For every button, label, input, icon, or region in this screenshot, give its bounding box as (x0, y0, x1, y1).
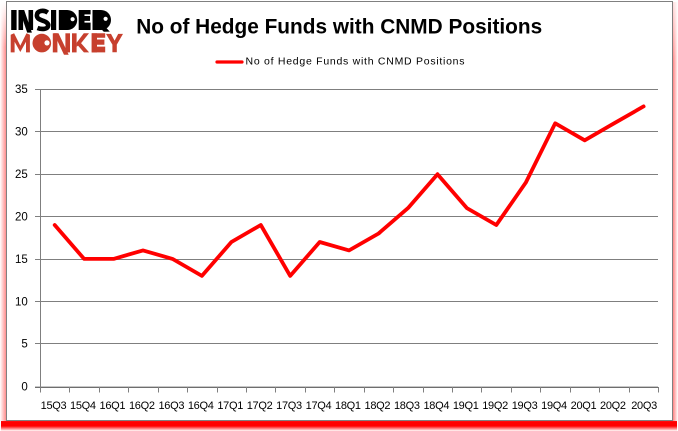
svg-text:20Q1: 20Q1 (571, 400, 597, 412)
svg-text:0: 0 (21, 382, 27, 394)
svg-text:18Q4: 18Q4 (423, 400, 449, 412)
svg-text:19Q1: 19Q1 (453, 400, 479, 412)
svg-text:35: 35 (15, 84, 28, 96)
svg-text:30: 30 (15, 126, 28, 138)
svg-text:5: 5 (21, 338, 27, 350)
svg-text:20Q3: 20Q3 (631, 400, 657, 412)
svg-text:17Q3: 17Q3 (276, 400, 302, 412)
svg-text:25: 25 (15, 169, 28, 181)
svg-text:18Q1: 18Q1 (335, 400, 361, 412)
svg-text:16Q1: 16Q1 (100, 400, 126, 412)
svg-text:16Q3: 16Q3 (158, 400, 184, 412)
svg-text:15Q4: 15Q4 (70, 400, 96, 412)
svg-text:17Q1: 17Q1 (217, 400, 243, 412)
svg-text:15Q3: 15Q3 (41, 400, 67, 412)
svg-text:No of Hedge Funds with CNMD Po: No of Hedge Funds with CNMD Positions (136, 15, 542, 39)
svg-text:17Q4: 17Q4 (306, 400, 332, 412)
svg-text:18Q2: 18Q2 (365, 400, 391, 412)
svg-text:10: 10 (15, 296, 28, 308)
svg-text:20: 20 (15, 211, 28, 223)
svg-text:20Q2: 20Q2 (600, 400, 626, 412)
svg-text:16Q2: 16Q2 (129, 400, 155, 412)
svg-text:15: 15 (15, 254, 28, 266)
svg-text:18Q3: 18Q3 (394, 400, 420, 412)
svg-text:19Q4: 19Q4 (541, 400, 567, 412)
svg-text:19Q2: 19Q2 (482, 400, 508, 412)
svg-text:16Q4: 16Q4 (188, 400, 214, 412)
svg-text:19Q3: 19Q3 (512, 400, 538, 412)
svg-text:17Q2: 17Q2 (247, 400, 273, 412)
svg-text:No of Hedge Funds with CNMD Po: No of Hedge Funds with CNMD Positions (246, 56, 465, 68)
